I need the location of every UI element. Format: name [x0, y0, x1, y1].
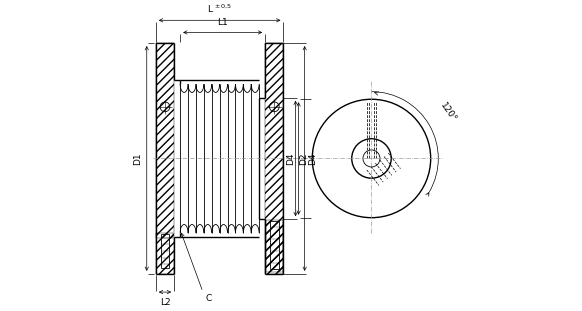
Bar — [266, 220, 283, 272]
Text: D2: D2 — [299, 152, 308, 165]
Text: L2: L2 — [159, 298, 171, 307]
Bar — [265, 43, 283, 274]
Text: 120°: 120° — [438, 101, 458, 124]
Text: C: C — [206, 294, 212, 303]
Text: L $^{\pm 0{,}5}$: L $^{\pm 0{,}5}$ — [207, 2, 232, 15]
Text: D4: D4 — [286, 152, 295, 165]
Text: D1: D1 — [133, 152, 142, 165]
Text: L1: L1 — [217, 18, 228, 27]
Text: D4: D4 — [308, 152, 317, 165]
Bar — [157, 233, 173, 238]
Bar — [156, 43, 174, 274]
